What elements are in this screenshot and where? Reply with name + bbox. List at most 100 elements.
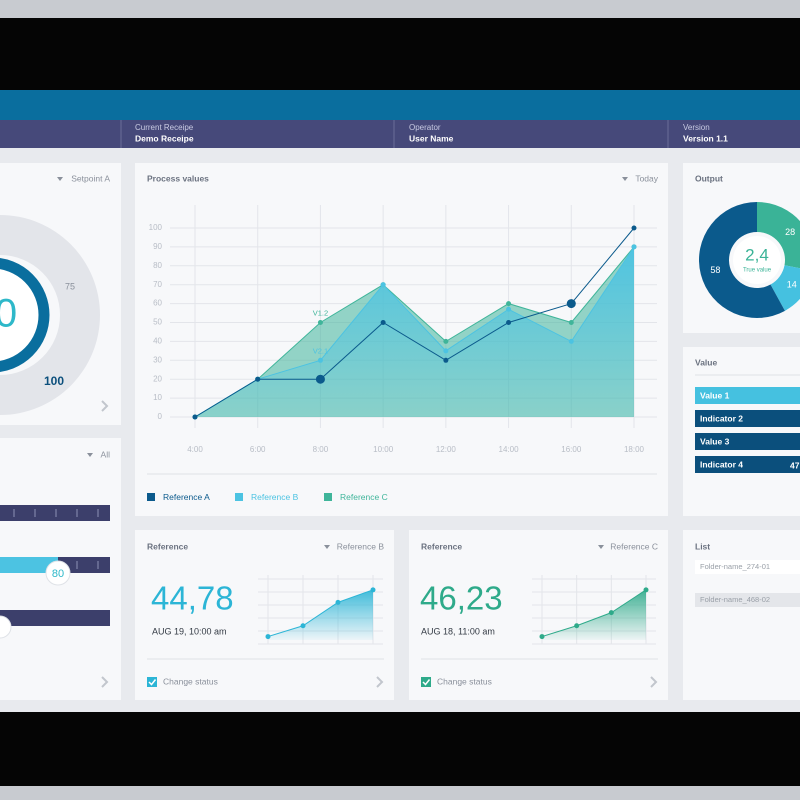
device-bezel (0, 712, 800, 786)
x-tick-label: 16:00 (561, 445, 582, 454)
value-number: 47 (790, 460, 800, 470)
data-point (506, 306, 512, 312)
dropdown-icon[interactable] (87, 453, 93, 457)
dropdown[interactable]: Setpoint A (71, 173, 110, 183)
data-point (506, 301, 512, 307)
checkbox-label[interactable]: Change status (437, 676, 492, 686)
y-tick-label: 40 (153, 337, 162, 346)
reference-date: AUG 18, 11:00 am (421, 626, 495, 636)
dropdown[interactable]: All (101, 449, 111, 459)
panel-title: List (695, 541, 710, 551)
dropdown[interactable]: Reference C (610, 541, 658, 551)
slider-ticks (76, 561, 99, 569)
panel-title: Output (695, 173, 723, 183)
value-label: Indicator 4 (700, 459, 743, 469)
list-item[interactable]: Folder-name_468-02 (700, 595, 770, 604)
reference-value: 46,23 (420, 580, 503, 617)
gauge-scale-label: 100 (44, 374, 64, 388)
dropdown-icon[interactable] (324, 545, 330, 549)
series-line (194, 246, 635, 418)
checkmark (422, 679, 431, 686)
list-row[interactable] (695, 593, 800, 607)
checkbox[interactable] (421, 677, 431, 687)
data-point (443, 357, 449, 363)
panel-title: Reference (421, 541, 462, 551)
data-point (443, 338, 449, 344)
title-bar (0, 90, 800, 120)
dropdown[interactable]: Today (635, 173, 658, 183)
data-point (317, 320, 323, 325)
data-point (566, 299, 576, 309)
legend-swatch (324, 493, 332, 501)
data-point (370, 587, 376, 593)
data-point (631, 225, 637, 231)
gauge-value: 0 (0, 292, 17, 336)
series-line (194, 227, 635, 418)
legend-label: Reference A (163, 492, 210, 502)
charts: 0 10 20 30 40 50 60 70 80 90 100 4:00 6:00 8:00 10:00 1… (147, 202, 800, 645)
x-tick-label: 18:00 (624, 445, 645, 454)
value-bar[interactable] (695, 387, 800, 404)
data-point (631, 244, 637, 250)
annotation: V1.2 (313, 308, 328, 317)
gauge-ring (0, 258, 50, 372)
slider-track[interactable] (0, 505, 110, 521)
data-point (539, 634, 545, 640)
list-item[interactable]: Folder-name_274-01 (700, 562, 770, 571)
data-point (315, 374, 325, 384)
chevron[interactable] (650, 676, 658, 688)
area-fill (195, 246, 634, 417)
slider-track[interactable] (0, 610, 110, 626)
value-bar[interactable] (695, 456, 800, 473)
chevron[interactable] (376, 676, 384, 688)
dropdown[interactable]: Reference B (337, 541, 385, 551)
panel-title: Value (695, 357, 717, 367)
y-tick-label: 100 (149, 223, 163, 232)
data-point (255, 376, 261, 382)
donut-center-value: 2,4 (745, 245, 769, 264)
data-point (380, 282, 386, 288)
chevron[interactable] (101, 676, 109, 688)
slider-fill (0, 557, 58, 573)
area-fill (268, 589, 373, 640)
y-tick-label: 0 (158, 412, 163, 421)
x-tick-label: 14:00 (499, 445, 520, 454)
device-rim (0, 786, 800, 800)
data-point (265, 634, 271, 640)
data-point (568, 320, 574, 325)
y-tick-label: 90 (153, 242, 162, 251)
y-tick-label: 30 (153, 355, 162, 364)
data-point (300, 623, 306, 629)
header-value: Demo Receipe (135, 133, 194, 143)
checkmark (148, 679, 157, 686)
list-row[interactable] (695, 560, 800, 574)
panel-title: Reference (147, 541, 188, 551)
slider-ticks (13, 509, 99, 517)
slider-knob[interactable] (0, 615, 12, 639)
data-point (380, 320, 386, 325)
panel (683, 530, 800, 700)
value-bar[interactable] (695, 433, 800, 450)
annotation: V2.1 (313, 346, 328, 355)
value-label: Value 3 (700, 436, 730, 446)
value-bar[interactable] (695, 410, 800, 427)
header-label: Current Receipe (135, 123, 194, 132)
y-tick-label: 60 (153, 299, 162, 308)
x-tick-label: 10:00 (373, 445, 394, 454)
chevron[interactable] (101, 400, 109, 412)
slider-knob[interactable] (45, 560, 71, 586)
checkbox-label[interactable]: Change status (163, 676, 218, 686)
dropdown-icon[interactable] (598, 545, 604, 549)
checkbox[interactable] (147, 677, 157, 687)
y-tick-label: 20 (153, 374, 162, 383)
gauge-scale-label: 75 (65, 281, 75, 291)
value-label: Value 1 (700, 390, 730, 400)
series-line (541, 589, 647, 638)
data-point (568, 338, 574, 344)
area-fill (542, 589, 646, 640)
header-label: Version (683, 123, 710, 132)
data-point (608, 610, 614, 616)
x-tick-label: 6:00 (250, 445, 266, 454)
dropdown-icon[interactable] (57, 177, 63, 181)
dropdown-icon[interactable] (622, 177, 628, 181)
